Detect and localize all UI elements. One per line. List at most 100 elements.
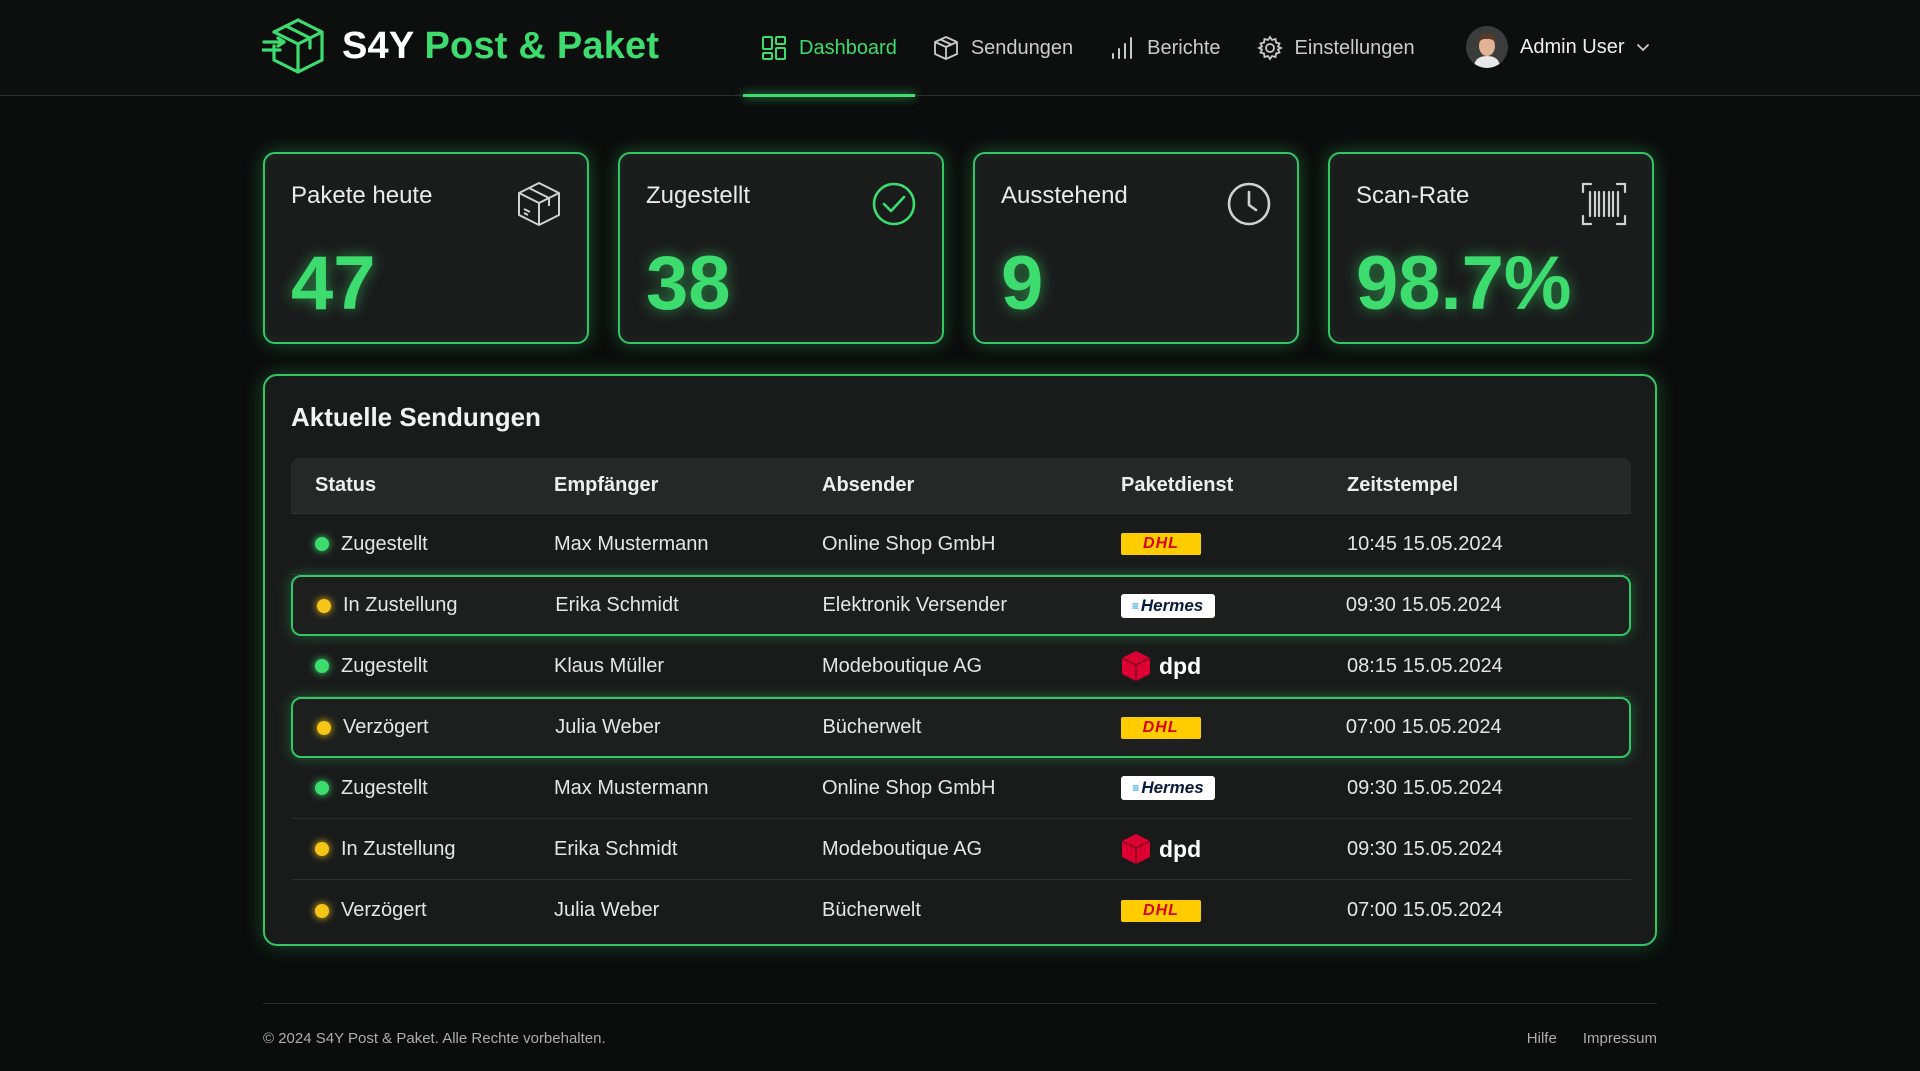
dpd-logo-text: dpd (1159, 835, 1202, 862)
column-header-status[interactable]: Status (315, 474, 377, 496)
kpi-label: Pakete heute (291, 182, 433, 209)
dpd-cube-icon (1121, 651, 1151, 681)
status-dot-yellow (315, 903, 329, 918)
footer-link-hilfe[interactable]: Hilfe (1526, 1030, 1557, 1047)
footer-copyright: © 2024 S4Y Post & Paket. Alle Rechte vor… (263, 1030, 606, 1047)
table-row[interactable]: Verzögert Julia Weber Bücherwelt DHL 07:… (291, 880, 1631, 941)
brand-logo[interactable]: S4Y Post & Paket (262, 16, 659, 76)
timestamp-cell: 10:45 15.05.2024 (1347, 532, 1503, 555)
user-name: Admin User (1520, 35, 1625, 58)
status-dot-yellow (317, 720, 331, 735)
dpd-logo: dpd (1121, 650, 1201, 682)
status-text: Verzögert (341, 899, 427, 921)
hermes-logo-text: Hermes (1141, 778, 1204, 797)
status-dot-green (315, 537, 329, 551)
sender-cell: Bücherwelt (822, 716, 922, 738)
package-icon (933, 36, 958, 60)
status-dot-green (315, 659, 329, 673)
status-dot-yellow (317, 598, 331, 613)
dashboard-icon (762, 36, 786, 60)
column-header-zeitstempel[interactable]: Zeitstempel (1347, 474, 1459, 496)
kpi-card-zugestellt: Zugestellt 38 (618, 152, 944, 344)
panel-title: Aktuelle Sendungen (291, 402, 541, 432)
status-text: Zugestellt (341, 532, 428, 555)
table-row[interactable]: In Zustellung Erika Schmidt Elektronik V… (291, 575, 1631, 636)
recipient-cell: Erika Schmidt (555, 594, 679, 616)
clock-icon (1227, 182, 1271, 226)
kpi-value: 98.7% (1356, 241, 1572, 326)
table-row[interactable]: In Zustellung Erika Schmidt Modeboutique… (291, 819, 1631, 880)
status-text: Verzögert (343, 716, 429, 738)
column-header-absender[interactable]: Absender (822, 474, 915, 496)
footer-divider (263, 1003, 1657, 1004)
box-icon (518, 182, 560, 226)
nav-item-label: Sendungen (970, 36, 1074, 59)
kpi-value: 9 (1001, 241, 1044, 326)
nav-item-dashboard[interactable]: Dashboard (743, 0, 915, 97)
dpd-logo-text: dpd (1159, 652, 1202, 679)
nav-item-label: Berichte (1147, 36, 1221, 59)
dhl-logo: DHL (1121, 533, 1201, 555)
sender-cell: Modeboutique AG (822, 837, 983, 860)
timestamp-cell: 09:30 15.05.2024 (1345, 594, 1502, 616)
sender-cell: Online Shop GmbH (822, 776, 996, 799)
kpi-label: Scan-Rate (1356, 182, 1470, 209)
recipient-cell: Max Mustermann (554, 532, 709, 555)
kpi-card-pakete-heute: Pakete heute 47 (263, 152, 589, 344)
kpi-card-scan-rate: Scan-Rate 98.7% (1328, 152, 1654, 344)
column-header-paketdienst[interactable]: Paketdienst (1121, 474, 1234, 496)
nav-item-einstellungen[interactable]: Einstellungen (1239, 0, 1433, 96)
brand-name-prefix: S4Y (342, 24, 414, 67)
hermes-lines-icon: ≡ (1131, 598, 1139, 613)
timestamp-cell: 07:00 15.05.2024 (1347, 899, 1503, 921)
recipient-cell: Julia Weber (555, 716, 661, 738)
kpi-label: Ausstehend (1001, 182, 1128, 209)
status-dot-yellow (315, 842, 329, 856)
shipments-table: Status Empfänger Absender Paketdienst Ze… (291, 458, 1631, 941)
bar-chart-icon (1112, 37, 1133, 59)
hermes-logo-text: Hermes (1140, 595, 1204, 615)
dpd-logo: dpd (1121, 833, 1201, 865)
table-row[interactable]: Zugestellt Klaus Müller Modeboutique AG … (291, 636, 1631, 697)
sender-cell: Modeboutique AG (822, 654, 983, 677)
check-circle-icon (872, 182, 916, 226)
hermes-logo: ≡ Hermes (1121, 776, 1215, 800)
table-header: Status Empfänger Absender Paketdienst Ze… (291, 458, 1631, 514)
hermes-logo: ≡ Hermes (1120, 593, 1215, 618)
column-header-empfaenger[interactable]: Empfänger (554, 474, 659, 496)
timestamp-cell: 07:00 15.05.2024 (1345, 716, 1502, 738)
main-nav: Dashboard Sendungen Berichte Einstellung… (743, 0, 1433, 97)
hermes-lines-icon: ≡ (1132, 781, 1140, 795)
timestamp-cell: 08:15 15.05.2024 (1347, 654, 1503, 677)
recipient-cell: Klaus Müller (554, 654, 665, 677)
status-text: Zugestellt (341, 776, 428, 799)
package-logo-icon (262, 18, 324, 74)
kpi-value: 47 (291, 241, 376, 326)
nav-item-sendungen[interactable]: Sendungen (915, 0, 1091, 96)
shipments-panel: Aktuelle Sendungen Status Empfänger Abse… (263, 374, 1657, 946)
table-row[interactable]: Zugestellt Max Mustermann Online Shop Gm… (291, 758, 1631, 819)
avatar-image (1466, 26, 1508, 68)
nav-item-berichte[interactable]: Berichte (1091, 0, 1238, 96)
chevron-down-icon (1637, 44, 1650, 52)
avatar (1466, 26, 1508, 68)
table-row[interactable]: Verzögert Julia Weber Bücherwelt DHL 07:… (291, 697, 1631, 758)
recipient-cell: Julia Weber (554, 899, 660, 921)
timestamp-cell: 09:30 15.05.2024 (1347, 837, 1503, 860)
status-text: In Zustellung (341, 837, 456, 860)
nav-item-label: Einstellungen (1294, 36, 1415, 59)
sender-cell: Online Shop GmbH (822, 532, 996, 555)
nav-item-label: Dashboard (799, 36, 897, 59)
footer-links: Hilfe Impressum (1501, 1030, 1657, 1047)
kpi-value: 38 (646, 241, 731, 326)
timestamp-cell: 09:30 15.05.2024 (1347, 776, 1503, 799)
kpi-label: Zugestellt (646, 182, 751, 209)
status-text: In Zustellung (343, 594, 458, 616)
status-dot-green (315, 781, 329, 795)
recipient-cell: Max Mustermann (554, 776, 709, 799)
footer-link-impressum[interactable]: Impressum (1582, 1030, 1657, 1047)
user-menu[interactable]: Admin User (1466, 24, 1650, 70)
barcode-icon (1581, 182, 1627, 226)
table-row[interactable]: Zugestellt Max Mustermann Online Shop Gm… (291, 514, 1631, 575)
gear-icon (1256, 35, 1283, 61)
